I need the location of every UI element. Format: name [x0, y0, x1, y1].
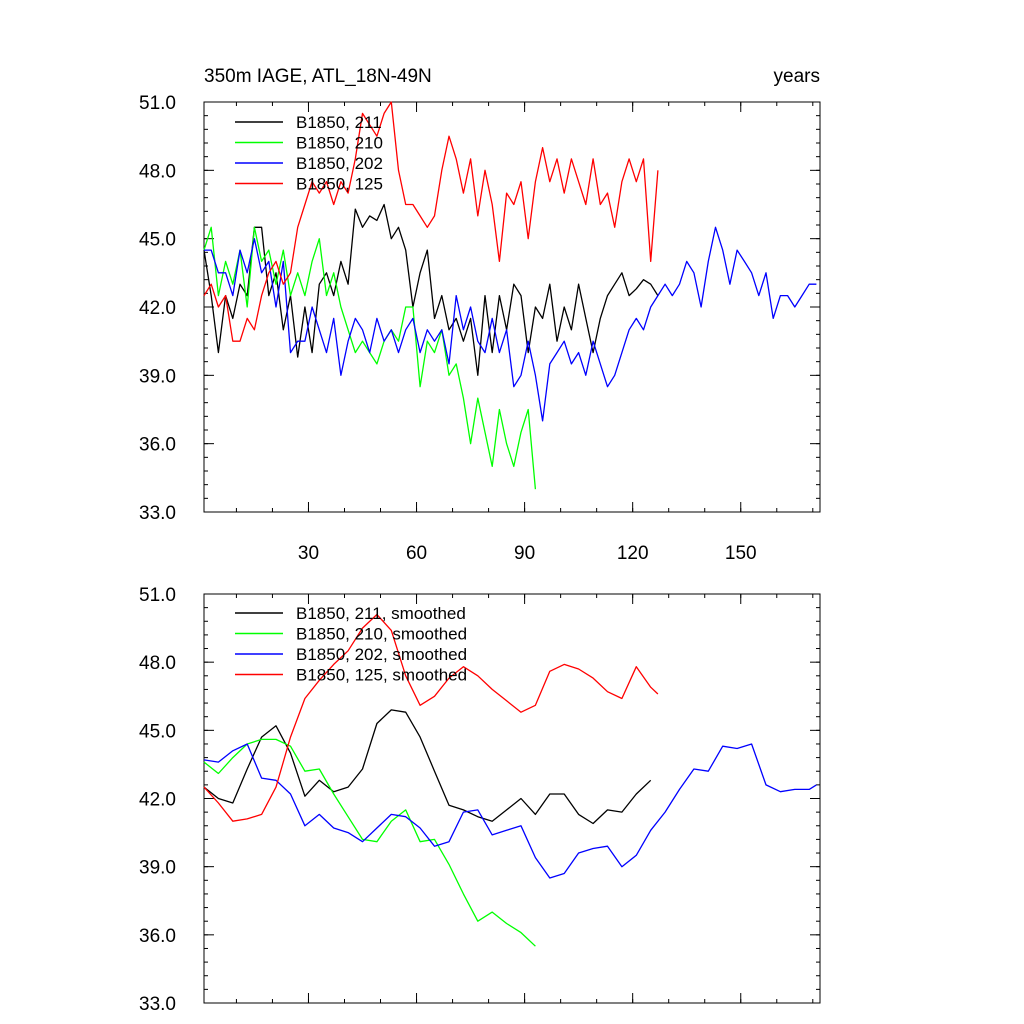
top-y-tick-label: 42.0	[139, 298, 176, 319]
bottom-legend-label-3: B1850, 202, smoothed	[296, 645, 467, 664]
top-y-tick-label: 39.0	[139, 366, 176, 387]
top-legend-label-3: B1850, 202	[296, 154, 383, 173]
top-series-line-1	[203, 203, 659, 376]
bottom-series-line-1	[203, 709, 652, 825]
top-series-line-3	[204, 226, 817, 422]
top-x-tick-label: 90	[514, 543, 535, 564]
top-y-tick-label: 33.0	[139, 503, 176, 524]
top-y-tick-label: 36.0	[139, 435, 176, 456]
top-y-tick-label: 45.0	[139, 230, 176, 251]
bottom-y-tick-label: 48.0	[139, 653, 176, 674]
bottom-series-line-3	[203, 743, 817, 879]
bottom-y-tick-label: 51.0	[139, 585, 176, 606]
top-x-tick-label: 30	[298, 543, 319, 564]
top-panel-title: 350m IAGE, ATL_18N-49N	[204, 66, 432, 87]
top-panel-units: years	[774, 66, 820, 87]
bottom-series-line-2	[203, 738, 536, 947]
top-y-tick-label: 48.0	[139, 161, 176, 182]
top-x-tick-label: 60	[406, 543, 427, 564]
bottom-panel-smoothed: 33.0 36.0 39.0 42.0 45.0 48.0 51.0 B1850, 211, …	[139, 585, 821, 1015]
bottom-y-tick-label: 45.0	[139, 721, 176, 742]
bottom-y-tick-label: 42.0	[139, 790, 176, 811]
bottom-y-tick-label: 36.0	[139, 926, 176, 947]
top-series-line-2	[203, 226, 537, 490]
bottom-y-tick-label: 33.0	[139, 994, 176, 1015]
top-y-tick-label: 51.0	[139, 93, 176, 114]
top-legend-label-2: B1850, 210	[296, 134, 383, 153]
top-x-tick-label: 150	[725, 543, 757, 564]
bottom-legend-label-4: B1850, 125, smoothed	[296, 666, 467, 685]
top-panel-raw: 350m IAGE, ATL_18N-49N years 33.0 36.0 39.…	[139, 66, 821, 564]
bottom-series-line-4	[203, 613, 659, 822]
top-legend-label-1: B1850, 211	[296, 113, 382, 132]
bottom-y-tick-label: 39.0	[139, 858, 176, 879]
top-x-tick-label: 120	[617, 543, 649, 564]
top-legend-label-4: B1850, 125	[296, 175, 383, 194]
bottom-legend-label-2: B1850, 210, smoothed	[296, 625, 467, 644]
top-series-line-4	[203, 101, 659, 342]
bottom-legend-label-1: B1850, 211, smoothed	[296, 604, 466, 623]
